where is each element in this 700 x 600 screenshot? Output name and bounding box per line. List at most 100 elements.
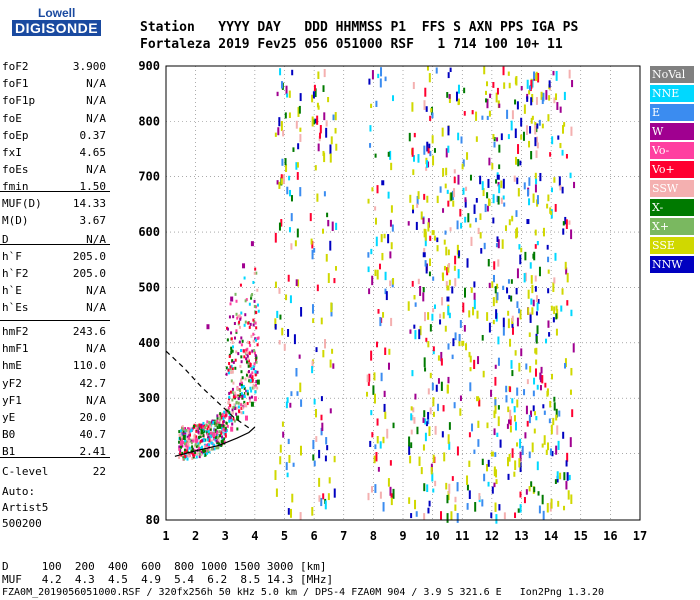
- echo-mark: [509, 409, 512, 420]
- echo-mark: [507, 406, 510, 413]
- echo-mark: [199, 446, 202, 450]
- echo-mark: [464, 197, 467, 203]
- echo-mark: [556, 425, 559, 435]
- echo-mark: [299, 512, 302, 520]
- echo-mark: [546, 244, 549, 250]
- echo-mark: [530, 298, 533, 305]
- echo-mark: [530, 79, 533, 89]
- echo-mark: [530, 481, 533, 488]
- echo-mark: [221, 423, 224, 427]
- echo-mark: [283, 343, 286, 351]
- echo-mark: [240, 311, 243, 315]
- header-row-values: Fortaleza 2019 Fev25 056 051000 RSF 1 71…: [140, 37, 563, 52]
- echo-mark: [504, 225, 507, 231]
- echo-mark: [251, 386, 254, 390]
- echo-mark: [390, 205, 393, 213]
- echo-mark: [240, 343, 243, 347]
- echo-mark: [557, 135, 560, 140]
- echo-mark: [442, 208, 445, 213]
- echo-mark: [505, 385, 508, 393]
- echo-mark: [296, 172, 299, 180]
- echo-mark: [410, 429, 413, 435]
- echo-mark: [459, 320, 462, 328]
- x-tick-label: 5: [281, 529, 288, 543]
- echo-mark: [207, 430, 210, 434]
- echo-mark: [206, 438, 209, 442]
- echo-mark: [550, 305, 553, 311]
- echo-mark: [180, 435, 183, 439]
- echo-mark: [290, 213, 293, 222]
- echo-mark: [200, 451, 203, 455]
- echo-mark: [535, 75, 538, 80]
- echo-mark: [217, 438, 220, 442]
- echo-mark: [219, 412, 222, 416]
- echo-mark: [423, 193, 426, 200]
- echo-mark: [224, 426, 227, 430]
- echo-mark: [507, 473, 510, 480]
- param-value: 42.7: [79, 377, 107, 390]
- trace-profile-extrapolated: [165, 350, 253, 431]
- echo-mark: [435, 67, 438, 74]
- echo-mark: [228, 391, 231, 395]
- echo-mark: [288, 112, 291, 119]
- echo-mark: [278, 117, 281, 127]
- echo-mark: [237, 322, 240, 326]
- param-key: h`F: [2, 250, 22, 263]
- echo-mark: [518, 362, 521, 372]
- echo-mark: [500, 180, 503, 188]
- echo-mark: [440, 511, 443, 520]
- echo-mark: [510, 279, 513, 284]
- echo-mark: [511, 315, 514, 322]
- echo-mark: [240, 383, 243, 387]
- echo-mark: [253, 271, 256, 275]
- echo-mark: [411, 204, 414, 210]
- echo-mark: [486, 205, 489, 212]
- echo-mark: [192, 454, 195, 458]
- echo-mark: [451, 354, 454, 360]
- y-tick-label: 900: [138, 59, 160, 73]
- echo-mark: [392, 422, 395, 429]
- echo-mark: [446, 267, 449, 276]
- echo-mark: [227, 371, 230, 375]
- echo-mark: [312, 454, 315, 461]
- echo-mark: [228, 395, 231, 399]
- echo-mark: [413, 417, 416, 424]
- echo-mark: [278, 222, 281, 231]
- echo-mark: [489, 93, 492, 98]
- echo-mark: [565, 460, 568, 467]
- echo-mark: [186, 446, 189, 450]
- echo-mark: [214, 428, 217, 432]
- param-key: B1: [2, 445, 16, 458]
- echo-mark: [509, 416, 512, 426]
- echo-mark: [412, 169, 415, 175]
- echo-mark: [519, 160, 522, 166]
- echo-mark: [229, 302, 232, 306]
- echo-mark: [220, 435, 223, 439]
- echo-mark: [454, 504, 457, 511]
- echo-mark: [231, 390, 234, 394]
- echo-mark: [436, 245, 439, 252]
- echo-mark: [279, 456, 282, 465]
- echo-mark: [566, 452, 569, 462]
- echo-mark: [376, 185, 379, 194]
- echo-mark: [448, 422, 451, 430]
- chart-grid: [165, 65, 641, 521]
- echo-mark: [329, 240, 332, 251]
- series-point-nnw: [422, 252, 426, 258]
- echo-mark: [448, 312, 451, 319]
- echo-mark: [235, 401, 238, 405]
- echo-mark: [529, 262, 532, 269]
- param-row: M(D) 3.67: [2, 214, 106, 230]
- echo-mark: [424, 87, 427, 97]
- echo-mark: [373, 372, 376, 381]
- echo-mark: [252, 332, 255, 336]
- echo-mark: [534, 368, 537, 377]
- echo-mark: [311, 249, 314, 260]
- echo-mark: [237, 401, 240, 405]
- echo-mark: [189, 429, 192, 433]
- echo-mark: [231, 422, 234, 426]
- echo-mark: [490, 512, 493, 519]
- param-value: N/A: [86, 301, 106, 314]
- echo-mark: [206, 420, 209, 424]
- echo-mark: [441, 431, 444, 438]
